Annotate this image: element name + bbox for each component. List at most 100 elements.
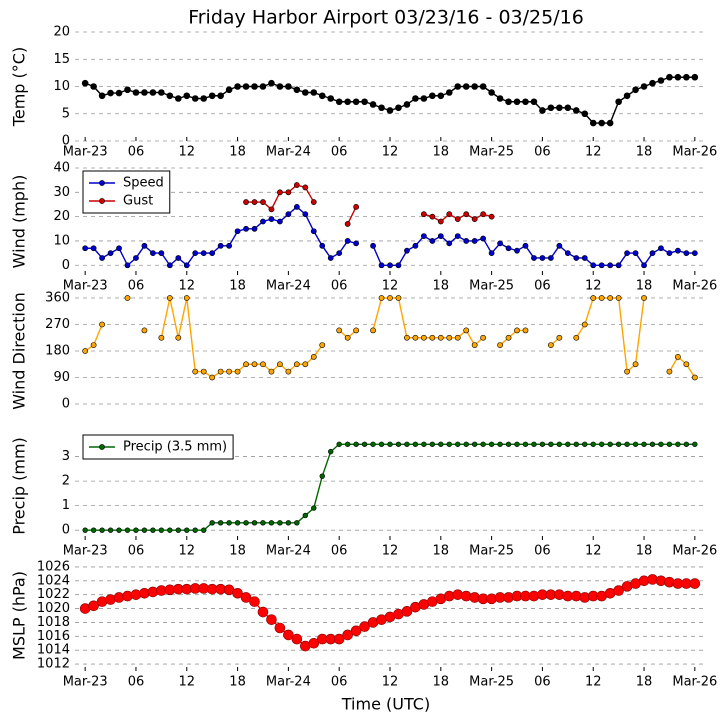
data-point — [437, 334, 444, 341]
data-point — [158, 334, 165, 341]
x-tick-label: 06 — [534, 675, 551, 690]
y-tick-label: 1020 — [37, 601, 70, 616]
data-point — [319, 342, 326, 349]
data-point — [88, 600, 99, 612]
x-tick-label: 18 — [636, 145, 653, 160]
data-point — [200, 368, 207, 375]
data-point — [350, 625, 362, 637]
data-point — [429, 213, 436, 220]
data-point — [463, 238, 470, 244]
data-point — [675, 441, 681, 447]
data-point — [158, 89, 165, 96]
data-point — [615, 441, 622, 447]
data-point — [471, 238, 478, 244]
data-point — [319, 473, 325, 479]
data-point — [387, 295, 393, 301]
y-tick-label: 270 — [45, 317, 70, 332]
data-point — [649, 441, 656, 447]
data-point — [277, 520, 283, 526]
data-point — [565, 441, 571, 447]
data-point — [369, 101, 377, 108]
chart-title: Friday Harbor Airport 03/23/16 - 03/25/1… — [188, 7, 584, 29]
data-point — [658, 441, 664, 447]
data-point — [359, 621, 370, 632]
data-point — [277, 218, 283, 225]
data-point — [590, 441, 596, 447]
data-point — [446, 334, 453, 341]
data-point — [480, 235, 487, 242]
legend: Precip (3.5 mm) — [82, 434, 234, 460]
data-point — [632, 250, 639, 257]
x-tick-label: 06 — [128, 675, 145, 690]
data-point — [328, 448, 334, 455]
data-point — [488, 213, 495, 220]
data-point — [454, 83, 462, 90]
x-tick-label: 18 — [636, 675, 653, 690]
data-point — [657, 77, 665, 84]
data-point — [691, 374, 698, 381]
data-point — [342, 629, 353, 641]
data-point — [302, 89, 309, 96]
data-point — [90, 83, 97, 90]
y-tick-label: 2 — [62, 474, 70, 489]
data-point — [446, 211, 453, 218]
data-point — [344, 238, 351, 244]
data-point — [463, 441, 469, 447]
data-point — [675, 353, 681, 360]
data-point — [353, 204, 360, 210]
legend-marker — [99, 198, 105, 204]
data-point — [547, 104, 555, 112]
x-tick-label: 18 — [229, 279, 246, 294]
data-point — [353, 240, 360, 247]
data-point — [445, 89, 453, 96]
data-point — [666, 441, 673, 447]
data-point — [581, 110, 589, 118]
data-point — [242, 83, 250, 90]
data-point — [217, 92, 224, 100]
data-point — [285, 211, 292, 218]
data-point — [404, 247, 410, 254]
data-point — [454, 216, 461, 222]
data-point — [327, 95, 335, 102]
data-point — [404, 441, 410, 447]
x-tick-label: 18 — [433, 544, 450, 559]
data-point — [513, 98, 521, 106]
y-tick-label: 0 — [62, 397, 70, 412]
data-point — [471, 216, 478, 222]
data-point — [98, 92, 106, 100]
data-point — [666, 73, 673, 81]
data-point — [311, 505, 317, 511]
x-tick-label: 18 — [433, 145, 450, 160]
data-point — [370, 327, 376, 334]
data-point — [260, 218, 266, 225]
data-point — [251, 361, 258, 368]
data-point — [226, 368, 233, 375]
data-point — [615, 98, 622, 106]
data-point — [522, 327, 529, 334]
data-point — [310, 353, 317, 360]
data-point — [497, 441, 503, 447]
data-point — [496, 95, 504, 102]
data-point — [217, 368, 224, 375]
x-tick-label: 18 — [229, 145, 246, 160]
data-point — [285, 189, 292, 196]
data-point — [463, 211, 470, 218]
data-point — [522, 98, 529, 106]
x-tick-label: 06 — [128, 145, 145, 160]
data-point — [395, 295, 402, 301]
data-point — [257, 606, 269, 618]
data-point — [632, 361, 639, 368]
data-point — [429, 238, 436, 244]
data-point — [251, 199, 258, 205]
data-point — [249, 596, 260, 607]
data-point — [429, 334, 436, 341]
data-point — [640, 83, 648, 90]
data-point — [333, 633, 345, 645]
data-point — [446, 240, 453, 247]
data-point — [268, 206, 275, 213]
data-point — [327, 255, 334, 261]
data-point — [294, 520, 300, 526]
data-point — [539, 107, 546, 114]
y-tick-label: 40 — [53, 161, 70, 176]
x-tick-label: Mar-25 — [469, 675, 514, 690]
